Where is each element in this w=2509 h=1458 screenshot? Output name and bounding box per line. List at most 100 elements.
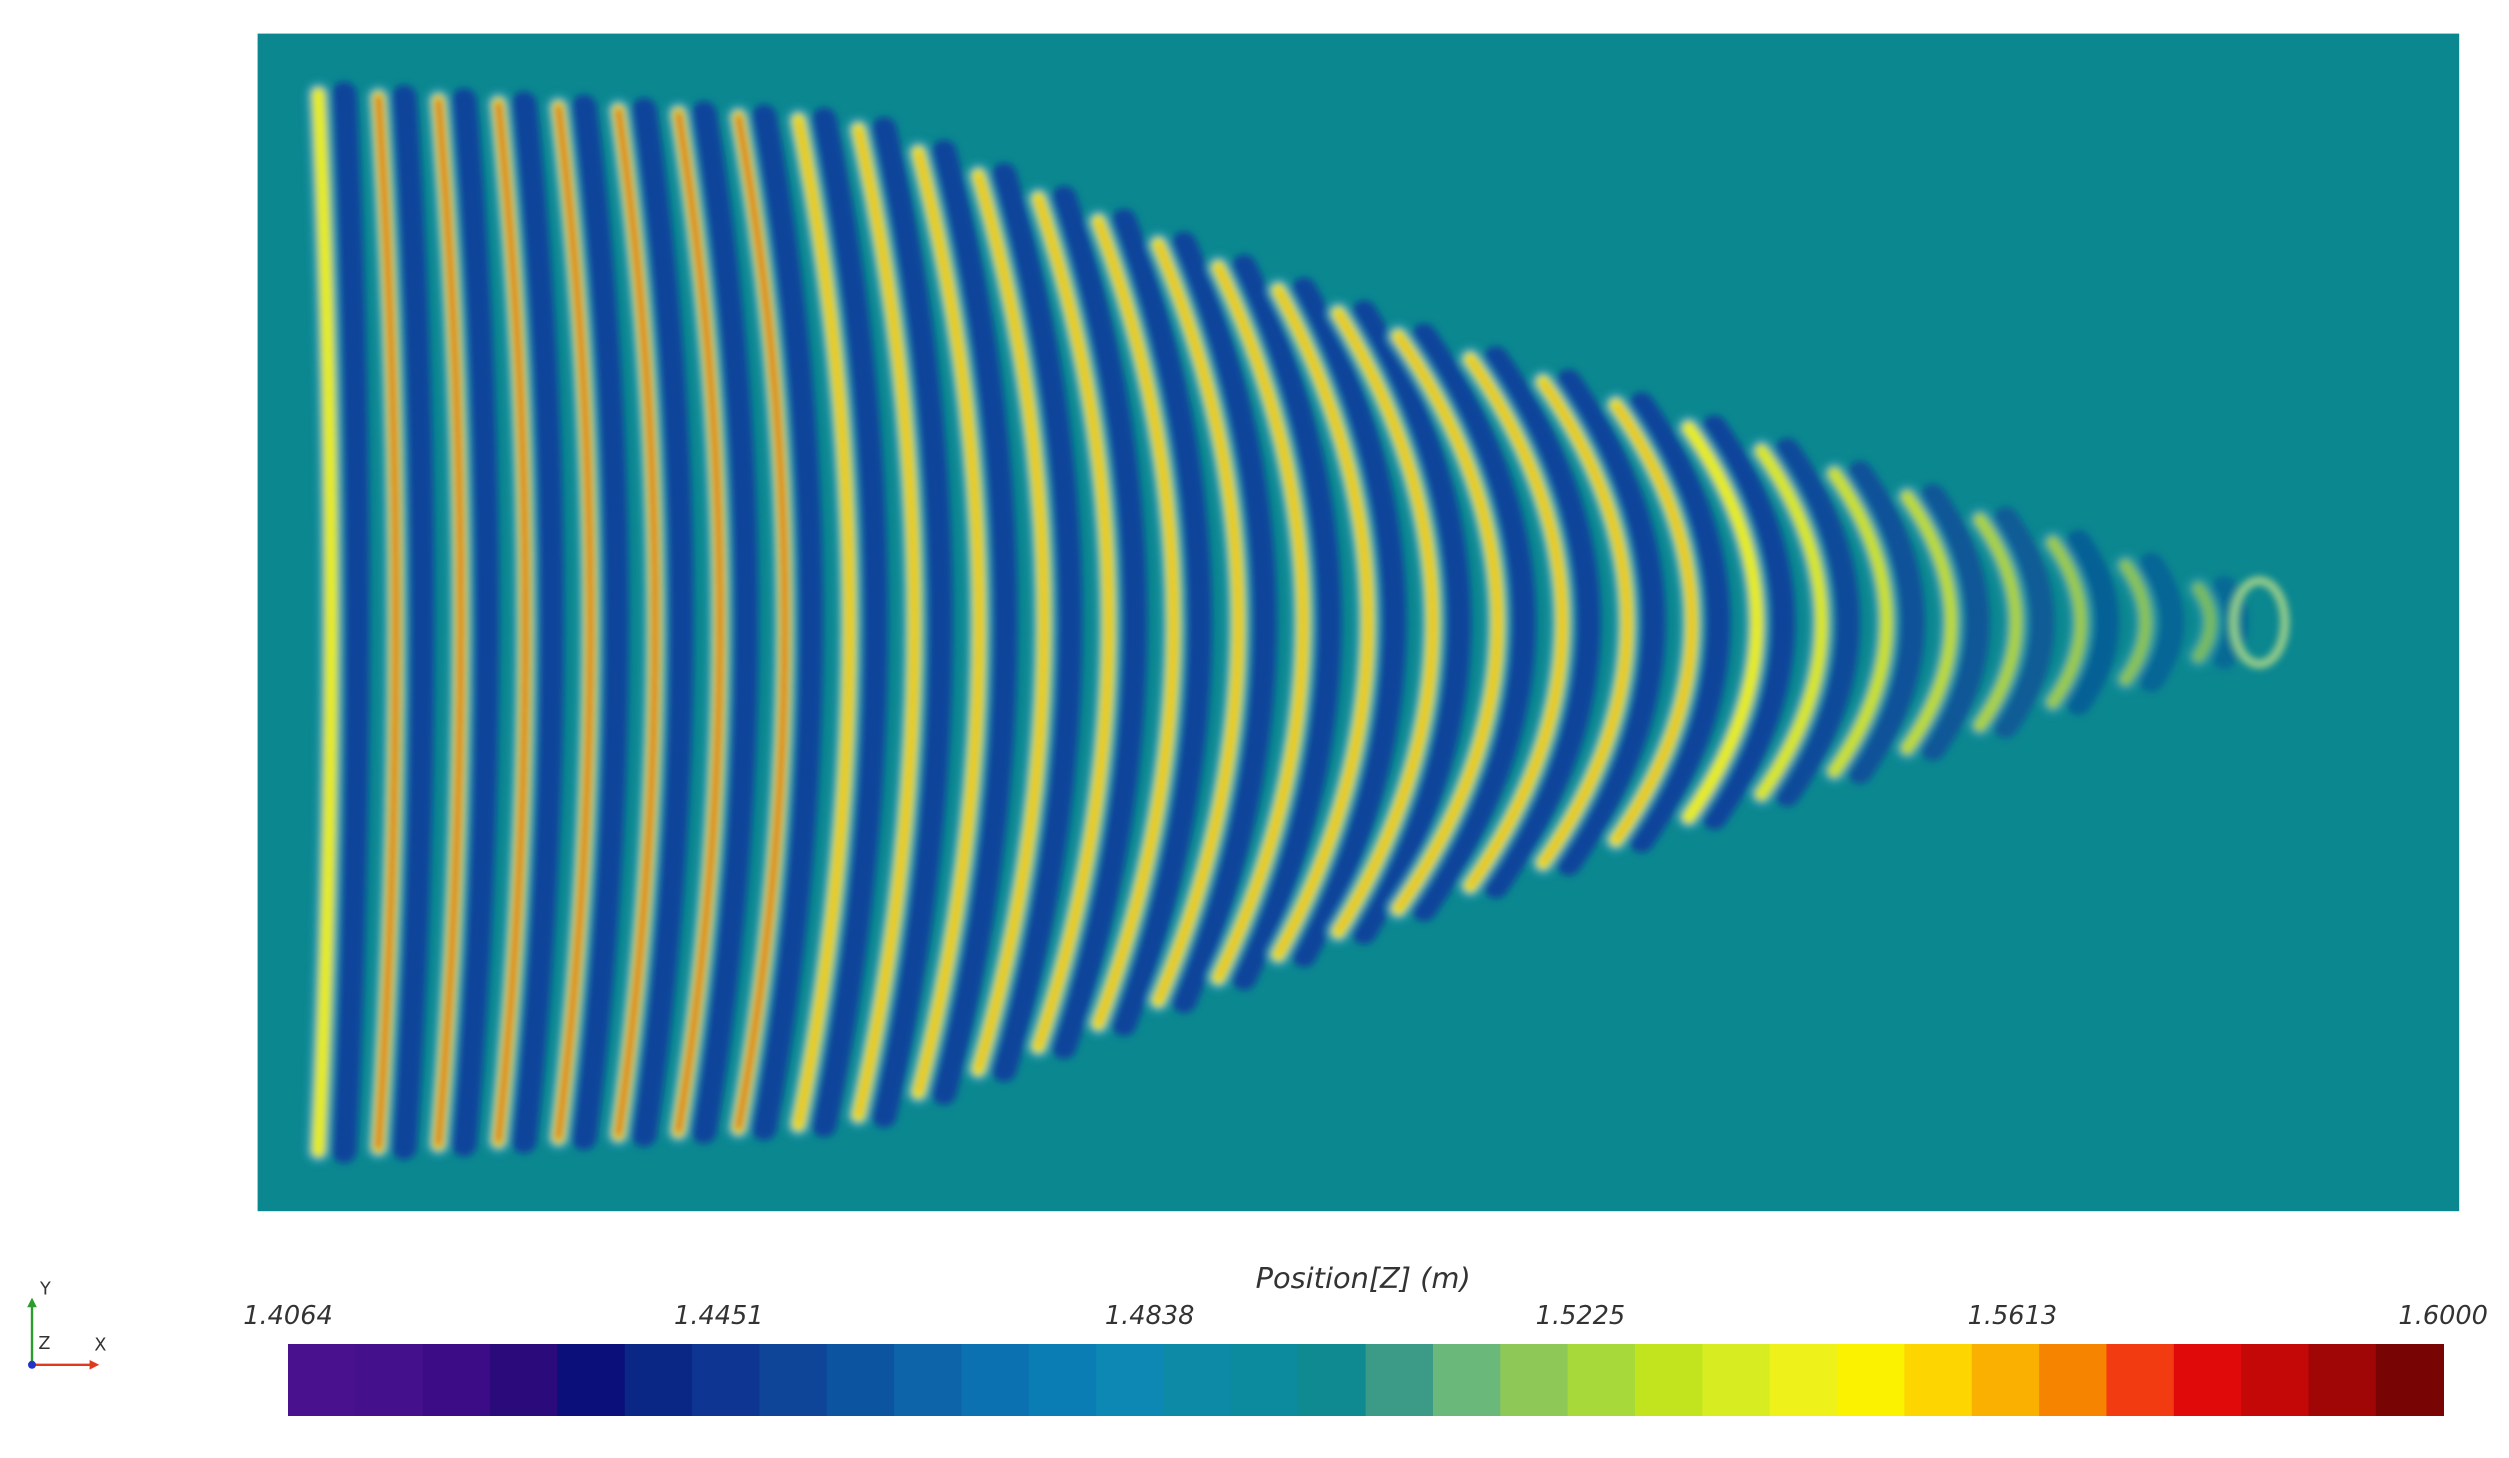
colorbar-tick-label: 1.6000 [2398, 1301, 2488, 1331]
wave-crest [2119, 559, 2152, 686]
triad-y-arrow [27, 1297, 37, 1308]
wave-trough [1920, 483, 1990, 761]
wave-peak [1468, 357, 1564, 888]
wave-crest [1827, 467, 1893, 778]
axes-triad: Y Z X [27, 1280, 106, 1370]
triad-z-label: Z [38, 1334, 50, 1354]
colorbar-segment [490, 1344, 559, 1416]
wave-trough [1701, 415, 1796, 830]
wave-trough [511, 91, 564, 1154]
wave-trough [631, 97, 694, 1148]
colorbar-segment [355, 1344, 424, 1416]
colorbar-segment [1837, 1344, 1906, 1416]
wave-trough [571, 94, 629, 1151]
colorbar-segment [2241, 1344, 2310, 1416]
wave-trough [1483, 346, 1601, 899]
wave-peak [555, 104, 594, 1141]
wave-peak [1396, 334, 1500, 911]
colorbar-segment [1365, 1344, 1434, 1416]
colorbar-segment [1971, 1344, 2040, 1416]
colorbar-segment [692, 1344, 761, 1416]
colorbar-segment [1432, 1344, 1502, 1416]
colorbar-segment [2173, 1344, 2242, 1416]
colorbar-segment [1096, 1344, 1165, 1416]
colorbar-segment [1635, 1344, 1704, 1416]
wave-trough [1628, 392, 1731, 853]
wave-trough [691, 101, 759, 1144]
wave-crest [2046, 536, 2088, 709]
wave-trough [1411, 323, 1536, 922]
colorbar-segment [2039, 1344, 2108, 1416]
wave-trough [1992, 506, 2055, 738]
colorbar-segment [759, 1344, 828, 1416]
wave-crest [1682, 421, 1764, 824]
colorbar-segment [1028, 1344, 1097, 1416]
colorbar-segment [1500, 1344, 1569, 1416]
colorbar-title: Position[Z] (m) [1256, 1261, 1471, 1295]
wave-peak [856, 128, 916, 1117]
wave-peak [1276, 288, 1370, 957]
colorbar-segment [1769, 1344, 1838, 1416]
wave-crest [312, 88, 338, 1157]
wave-peak [1156, 242, 1240, 1002]
colorbar-segment [422, 1344, 491, 1416]
colorbar-segment [1702, 1344, 1771, 1416]
wave-peak [1336, 311, 1435, 934]
colorbar-segment [288, 1344, 357, 1416]
wave-trough [331, 81, 370, 1164]
wave-peak [1096, 219, 1176, 1025]
wave-peak [1614, 403, 1694, 842]
colorbar-segment [826, 1344, 895, 1416]
wave-trough [871, 116, 953, 1128]
wave-trough [751, 104, 824, 1141]
wave-crest [2192, 582, 2217, 663]
wave-trough [1555, 369, 1666, 876]
colorbar: 1.4064 1.4451 1.4838 1.5225 1.5613 1.6000 [243, 1301, 2488, 1416]
wave-peak [675, 111, 723, 1134]
wave-peak [1036, 196, 1111, 1048]
colorbar-segment [2106, 1344, 2175, 1416]
wave-crest [1755, 444, 1828, 801]
wave-trough [991, 162, 1083, 1083]
wave-trough [391, 84, 435, 1160]
colorbar-segment [961, 1344, 1030, 1416]
wave-trough [1847, 461, 1925, 784]
wave-trough [2065, 529, 2120, 715]
wave-peak [1541, 380, 1629, 865]
triad-x-arrow [89, 1360, 100, 1370]
triad-x-label: X [94, 1336, 106, 1356]
wave-trough [1111, 208, 1212, 1037]
wave-peak [976, 173, 1046, 1071]
colorbar-segment [2375, 1344, 2444, 1416]
colorbar-segment [1230, 1344, 1300, 1416]
colorbar-segment [1298, 1344, 1367, 1416]
wave-field [305, 81, 2290, 1164]
wave-peak [615, 107, 658, 1138]
wave-trough [811, 107, 888, 1138]
wave-tip [2228, 576, 2290, 669]
colorbar-tick-label: 1.4064 [243, 1301, 333, 1331]
colorbar-segment [624, 1344, 693, 1416]
colorbar-segment [1567, 1344, 1636, 1416]
wave-trough [2138, 552, 2184, 693]
colorbar-tick-label: 1.5613 [1968, 1301, 2058, 1331]
wave-trough [1774, 438, 1860, 807]
wave-crest [1900, 490, 1958, 755]
colorbar-segment [557, 1344, 626, 1416]
wave-trough [931, 139, 1018, 1105]
triad-z-axis [28, 1360, 36, 1369]
colorbar-segment [1904, 1344, 1973, 1416]
wave-peak [375, 94, 399, 1150]
colorbar-segment [1163, 1344, 1232, 1416]
wave-trough [1351, 300, 1472, 945]
colorbar-tick-label: 1.5225 [1536, 1301, 1626, 1331]
wave-peak [735, 114, 788, 1131]
wave-trough [1051, 185, 1148, 1060]
wave-trough [1171, 231, 1277, 1014]
wave-peak [495, 101, 529, 1144]
wave-peak [1216, 265, 1305, 980]
colorbar-segment [2308, 1344, 2377, 1416]
wave-peak [916, 151, 981, 1094]
